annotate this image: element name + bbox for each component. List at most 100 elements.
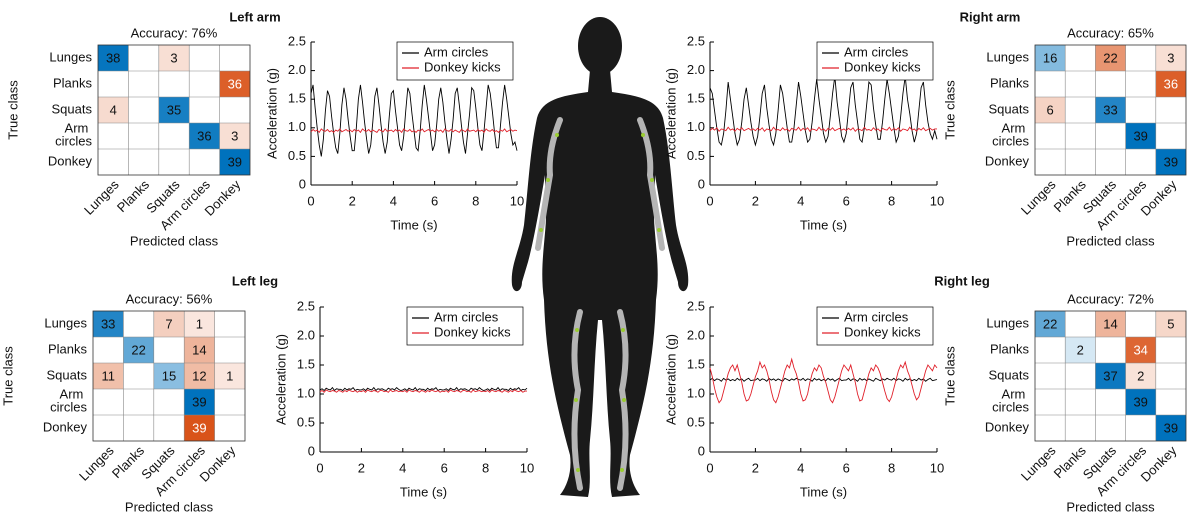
cell — [1155, 149, 1186, 175]
cell-label: 38 — [106, 50, 120, 65]
cell — [1155, 45, 1186, 71]
y-category-label: Planks — [53, 75, 93, 90]
y-category-label: Lunges — [986, 49, 1029, 64]
y-tick-label: 1.5 — [687, 356, 705, 371]
y-category-label: Squats — [989, 367, 1030, 382]
cell-label: 36 — [228, 76, 242, 91]
y-axis-label: Acceleration (g) — [273, 334, 288, 425]
cell-label: 39 — [1164, 154, 1178, 169]
cell — [1155, 311, 1186, 337]
y-category-label: Arm circles — [992, 387, 1029, 415]
cell — [184, 337, 215, 363]
legend-label: Arm circles — [424, 44, 489, 59]
cell-label: 33 — [1103, 102, 1117, 117]
chart-title: Accuracy: 65% — [1067, 25, 1154, 40]
y-category-label: Squats — [989, 101, 1030, 116]
x-tick-label: 0 — [316, 460, 323, 475]
x-axis-label: Time (s) — [390, 217, 437, 232]
matrix-frame — [92, 310, 246, 442]
sensor-nodes — [539, 133, 661, 472]
label-line: circles — [992, 400, 1029, 415]
cell-label: 16 — [1043, 50, 1057, 65]
series-line — [709, 76, 938, 147]
x-tick-label: 4 — [390, 193, 397, 208]
y-category-label: Planks — [990, 75, 1030, 90]
x-tick-label: 2 — [349, 193, 356, 208]
cell-label: 22 — [1103, 50, 1117, 65]
panel-title: Right arm — [960, 9, 1021, 24]
label-line: Arm — [1002, 121, 1029, 136]
cell-label: 22 — [131, 342, 145, 357]
sensor-node — [620, 468, 624, 472]
cell-label: 22 — [1043, 316, 1057, 331]
sensor-node — [574, 398, 578, 402]
y-tick-label: 1.5 — [687, 91, 705, 106]
sensor-strip — [535, 117, 563, 251]
cell — [219, 123, 250, 149]
cell-label: 14 — [1103, 316, 1117, 331]
x-tick-label: 10 — [510, 193, 524, 208]
y-tick-label: 2.5 — [687, 298, 705, 313]
x-axis-label: Predicted class — [125, 499, 214, 514]
cell-label: 12 — [192, 368, 206, 383]
y-tick-label: 0.5 — [288, 148, 306, 163]
x-axis-label: Time (s) — [400, 484, 447, 499]
y-tick-label: 2.0 — [687, 62, 705, 77]
cell — [158, 97, 190, 123]
cell-label: 37 — [1103, 368, 1117, 383]
y-tick-label: 2.0 — [297, 327, 315, 342]
y-category-label: Donkey — [985, 419, 1030, 434]
cell-label: 39 — [228, 154, 242, 169]
sensor-node — [641, 133, 645, 137]
cell — [98, 97, 129, 123]
legend-label: Donkey kicks — [844, 324, 921, 339]
body — [511, 70, 689, 497]
y-tick-label: 0 — [308, 443, 315, 458]
cell — [1155, 415, 1186, 441]
x-tick-label: 2 — [358, 460, 365, 475]
label-line: circles — [50, 400, 87, 415]
series-line — [709, 126, 937, 132]
x-tick-label: 8 — [888, 460, 895, 475]
x-tick-label: 10 — [930, 460, 944, 475]
cell-label: 4 — [110, 102, 117, 117]
cell-label: 2 — [1137, 368, 1144, 383]
cell-label: 6 — [1046, 102, 1053, 117]
x-tick-label: 8 — [482, 460, 489, 475]
x-tick-label: 6 — [431, 193, 438, 208]
sensor-node — [576, 468, 580, 472]
legend-label: Arm circles — [434, 309, 499, 324]
y-category-label: Arm circles — [50, 387, 87, 415]
matrix-frame — [1034, 44, 1187, 176]
y-axis-label: True class — [5, 80, 20, 140]
cell — [1035, 45, 1066, 71]
x-category-label: Lunges — [76, 443, 117, 484]
series-line — [310, 84, 518, 157]
cell-label: 36 — [1164, 76, 1178, 91]
y-tick-label: 0.5 — [687, 414, 705, 429]
cell-label: 15 — [162, 368, 176, 383]
y-tick-label: 0.5 — [687, 148, 705, 163]
cell — [184, 363, 215, 389]
y-category-label: Arm circles — [55, 121, 92, 149]
matrix-frame — [1034, 310, 1187, 442]
head — [578, 17, 622, 75]
y-tick-label: 1.0 — [687, 385, 705, 400]
label-line: Arm — [65, 121, 92, 136]
cell-label: 33 — [101, 316, 115, 331]
cell-label: 14 — [192, 342, 206, 357]
x-tick-label: 6 — [843, 193, 850, 208]
y-category-label: Arm circles — [992, 121, 1029, 149]
y-category-label: Planks — [48, 341, 88, 356]
sensor-strip — [637, 117, 665, 251]
sensor-strips — [535, 117, 665, 491]
legend-label: Donkey kicks — [424, 59, 501, 74]
y-tick-label: 1.5 — [288, 91, 306, 106]
x-tick-label: 6 — [441, 460, 448, 475]
matrix-frame — [97, 44, 251, 176]
x-tick-label: 0 — [706, 193, 713, 208]
cell — [1035, 311, 1066, 337]
y-category-label: Lunges — [44, 315, 87, 330]
chart-title: Accuracy: 72% — [1067, 291, 1154, 306]
